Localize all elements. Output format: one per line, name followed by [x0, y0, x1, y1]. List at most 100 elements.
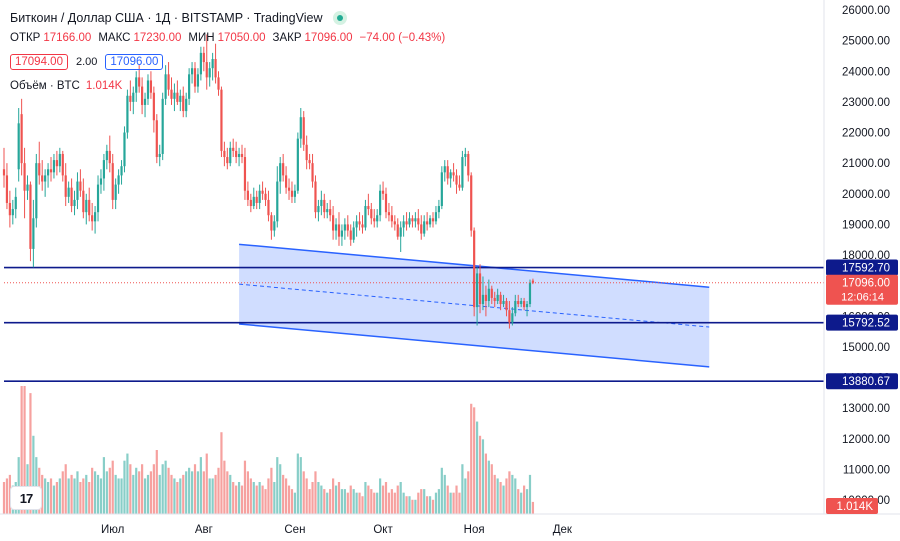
candle-body	[105, 150, 108, 161]
open-label: ОТКР	[10, 32, 41, 44]
candle-body	[85, 199, 88, 213]
volume-bar	[146, 474, 150, 514]
high-value: 17230.00	[133, 32, 182, 44]
candle-body	[188, 74, 191, 99]
volume-bar	[531, 501, 535, 514]
candle-body	[138, 77, 141, 87]
volume-bar	[129, 464, 132, 514]
volume-bar	[299, 457, 302, 514]
volume-bar	[155, 450, 158, 514]
volume-bar	[255, 485, 258, 514]
volume-bar	[46, 482, 50, 514]
candle-body	[217, 77, 220, 90]
volume-bar	[381, 485, 385, 514]
candle-body	[270, 215, 273, 231]
candle-body	[440, 172, 443, 207]
candle-body	[76, 181, 79, 200]
volume-bar	[361, 496, 364, 514]
candle-body	[399, 227, 402, 237]
volume-bar	[417, 492, 420, 514]
volume-bar	[99, 478, 103, 514]
volume-bar	[23, 386, 26, 514]
market-status-icon[interactable]	[332, 11, 347, 25]
candle-body	[199, 52, 202, 75]
candle-body	[487, 288, 490, 301]
volume-bar	[102, 457, 106, 514]
horizontal-lines[interactable]	[4, 266, 824, 383]
volume-bar	[220, 432, 223, 514]
volume-bar	[340, 489, 344, 514]
candle-body	[490, 288, 493, 298]
candle-body	[473, 230, 476, 308]
volume-bar	[120, 478, 123, 514]
spread-value: 2.00	[75, 56, 98, 68]
tradingview-logo-icon[interactable]: 17	[10, 486, 42, 510]
volume-bar	[35, 457, 38, 514]
candle-body	[402, 221, 405, 228]
sell-button[interactable]: 17094.00	[10, 54, 68, 70]
volume-bar	[461, 464, 464, 514]
candle-body	[14, 196, 17, 210]
candle-body	[126, 95, 129, 133]
volume-bar	[64, 464, 67, 514]
volume-bar	[370, 489, 373, 514]
low-value: 17050.00	[217, 32, 266, 44]
time-axis[interactable]: Июл Авг Сен Окт Ноя Дек	[0, 513, 900, 536]
candles	[2, 34, 535, 329]
price-tick-label: 21000.00	[842, 158, 890, 170]
volume-bar	[258, 482, 261, 514]
candle-body	[226, 157, 229, 164]
volume-bar	[426, 496, 429, 514]
candle-body	[99, 178, 103, 185]
candle-body	[329, 209, 332, 216]
volume-bar	[464, 478, 467, 514]
price-tick-label: 26000.00	[842, 5, 890, 17]
volume-bar	[305, 478, 308, 514]
candle-body	[267, 199, 270, 216]
volume-bar	[355, 492, 358, 514]
candle-body	[179, 95, 182, 102]
volume-bar	[279, 464, 282, 514]
volume-bar	[273, 482, 276, 514]
volume-bar	[240, 485, 244, 514]
candle-body	[61, 153, 64, 176]
level-price-label: 17592.70	[842, 263, 890, 275]
candle-body	[349, 230, 352, 240]
volume-bar	[217, 467, 220, 514]
candle-body	[44, 175, 47, 182]
buy-button[interactable]: 17096.00	[105, 54, 164, 70]
volume-bar	[458, 492, 461, 514]
volume-bar	[55, 482, 58, 514]
volume-bar	[226, 471, 229, 514]
candle-body	[252, 196, 255, 207]
level-price-badge	[826, 259, 898, 276]
symbol-title[interactable]: Биткоин / Доллар США · 1Д · BITSTAMP · T…	[10, 11, 323, 25]
candle-body	[379, 190, 382, 216]
volume-bar	[411, 499, 414, 514]
candle-body	[141, 86, 144, 105]
volume-bar	[352, 489, 355, 514]
volume-bar	[443, 474, 446, 514]
candle-body	[258, 190, 261, 203]
volume-bar	[314, 471, 317, 514]
candle-body	[29, 184, 32, 249]
volume-bar	[93, 471, 97, 514]
level-price-label: 15792.52	[842, 318, 890, 330]
volume-bar	[58, 478, 61, 514]
volume-bar	[190, 471, 194, 514]
volume-bar	[376, 492, 379, 514]
volume-bar	[114, 474, 117, 514]
volume-label[interactable]: Объём · BTC	[10, 80, 80, 92]
candle-body	[38, 163, 41, 176]
volume-bar	[473, 407, 476, 514]
candle-body	[343, 224, 346, 231]
candle-body	[93, 212, 97, 222]
candle-body	[273, 221, 276, 231]
candle-body	[434, 212, 438, 222]
candle-body	[352, 227, 355, 240]
volume-bar	[188, 467, 191, 514]
channel-lower-line	[239, 323, 710, 368]
volume-bar	[475, 421, 479, 514]
volume-bar	[179, 478, 182, 514]
candle-body	[240, 153, 244, 158]
